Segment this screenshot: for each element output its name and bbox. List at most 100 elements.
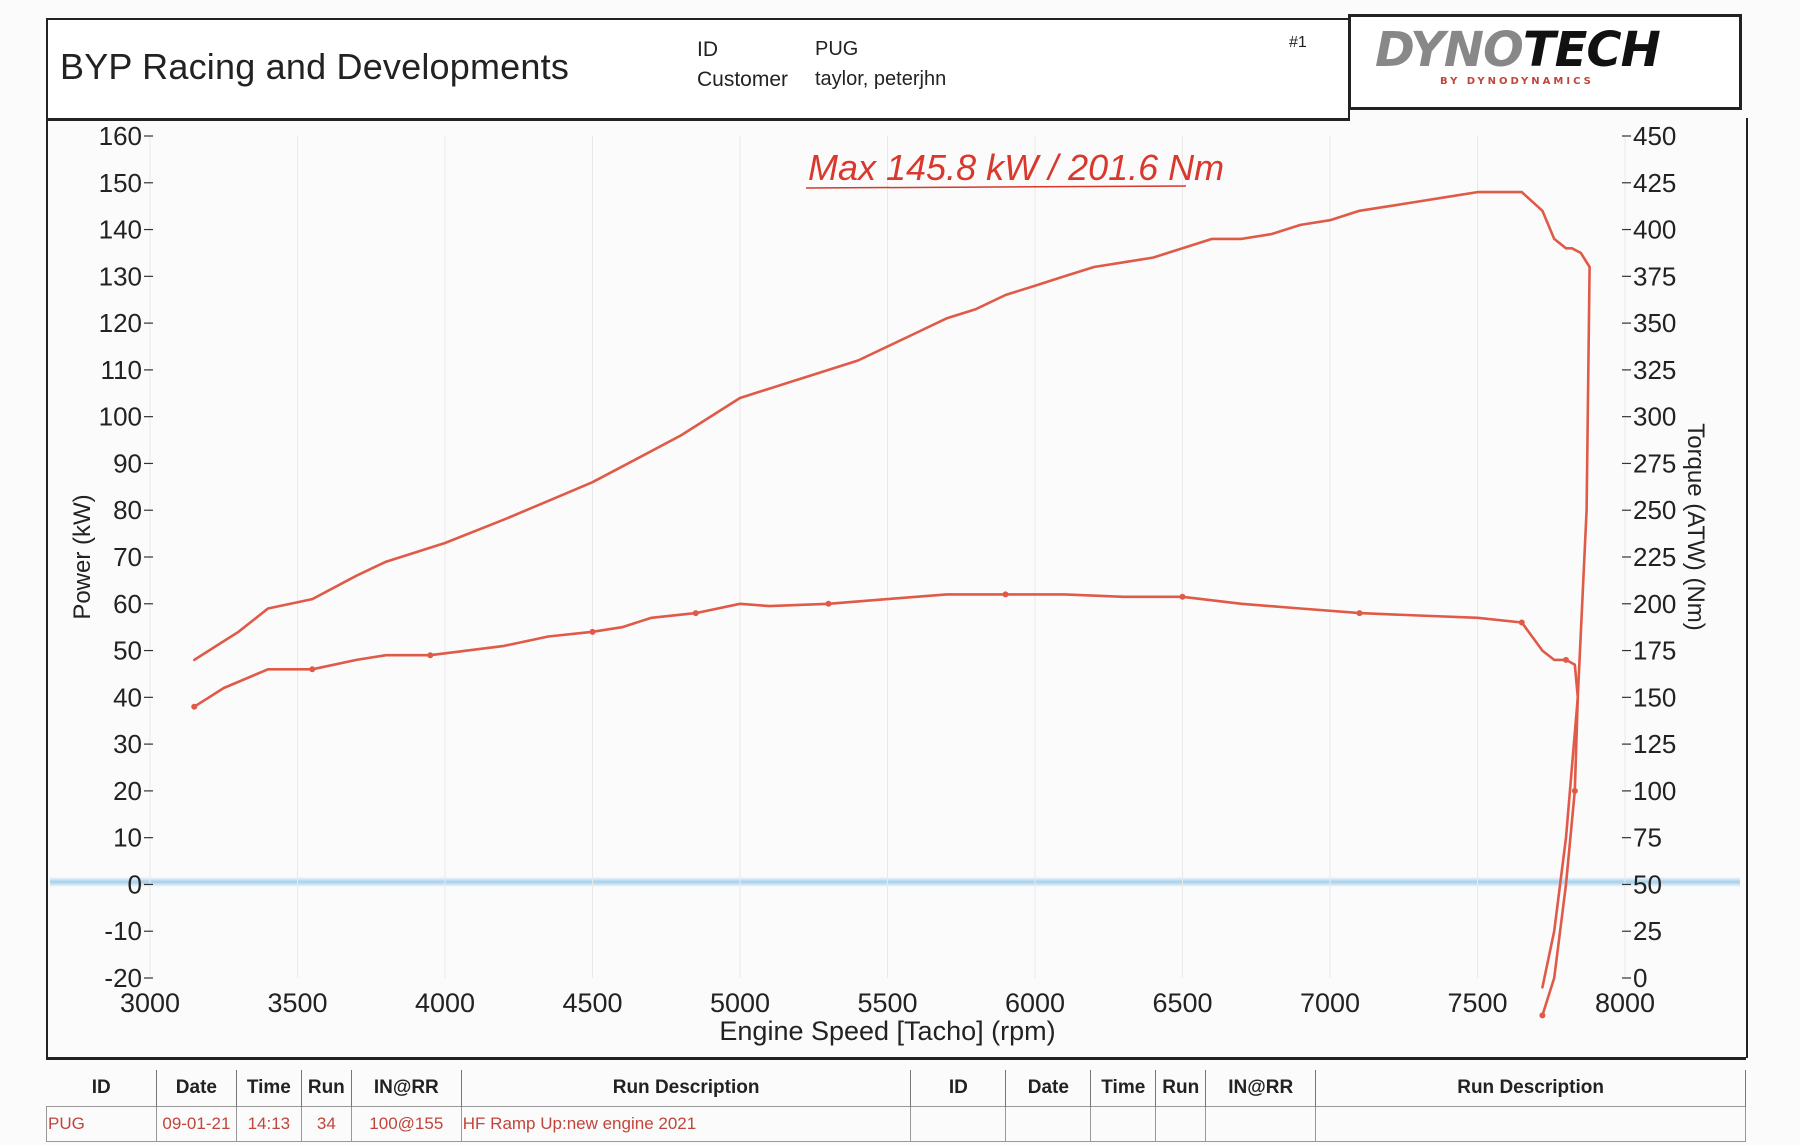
y2-tick-label: 275 <box>1633 448 1676 478</box>
col-date: Date <box>156 1070 237 1107</box>
col-in-rr-2: IN@RR <box>1205 1070 1317 1107</box>
y-tick-label: 60 <box>113 589 142 619</box>
y2-tick-label: 175 <box>1633 636 1676 666</box>
y-tick-label: 50 <box>113 636 142 666</box>
x-tick-label: 5500 <box>857 988 917 1018</box>
y2-tick-label: 0 <box>1633 963 1647 993</box>
cell-time-2 <box>1090 1106 1157 1142</box>
logo-word-b: TECH <box>1522 22 1661 78</box>
footer-divider <box>46 1057 1746 1060</box>
series-line-lower <box>193 593 1580 1017</box>
y-tick-label: 30 <box>113 729 142 759</box>
y-tick-label: 130 <box>99 261 142 291</box>
y2-tick-label: 250 <box>1633 495 1676 525</box>
header-box <box>46 18 1350 121</box>
y-tick-label: 90 <box>113 448 142 478</box>
y2-tick-label: 225 <box>1633 542 1676 572</box>
y2-tick-label: 300 <box>1633 402 1676 432</box>
cell-date: 09-01-21 <box>155 1106 237 1142</box>
col-in-rr: IN@RR <box>351 1070 462 1107</box>
y2-tick-label: 100 <box>1633 776 1676 806</box>
cell-run-description-2 <box>1315 1106 1746 1142</box>
col-run: Run <box>301 1070 352 1107</box>
y2-tick-label: 75 <box>1633 823 1662 853</box>
y2-tick-label: 125 <box>1633 729 1676 759</box>
x-tick-label: 6500 <box>1152 988 1212 1018</box>
max-annotation: Max 145.8 kW / 201.6 Nm <box>808 147 1224 188</box>
logo-subtitle: BY DYNODYNAMICS <box>1440 76 1594 87</box>
x-tick-label: 3500 <box>267 988 327 1018</box>
col-run-description-2: Run Description <box>1315 1070 1746 1107</box>
y-tick-label: 10 <box>113 823 142 853</box>
y-tick-label: 100 <box>99 402 142 432</box>
col-run-description: Run Description <box>461 1070 912 1107</box>
cell-run-description: HF Ramp Up:new engine 2021 <box>460 1106 912 1142</box>
cell-in-rr-2 <box>1205 1106 1317 1142</box>
col-date-2: Date <box>1005 1070 1092 1107</box>
col-id-2: ID <box>910 1070 1007 1107</box>
y2-tick-label: 25 <box>1633 916 1662 946</box>
run-number: #1 <box>1289 34 1307 51</box>
col-run-2: Run <box>1155 1070 1207 1107</box>
y-tick-label: -10 <box>104 916 142 946</box>
data-point <box>589 628 596 635</box>
data-point <box>427 652 434 659</box>
customer-value: taylor, peterjhn <box>815 68 947 90</box>
col-time-2: Time <box>1090 1070 1157 1107</box>
col-time: Time <box>236 1070 302 1107</box>
series-line-upper <box>193 190 1591 989</box>
y-tick-label: 140 <box>99 215 142 245</box>
y2-tick-label: 200 <box>1633 589 1676 619</box>
data-point <box>1356 610 1363 617</box>
y-tick-label: 70 <box>113 542 142 572</box>
cell-date-2 <box>1005 1106 1092 1142</box>
run-table: ID Date Time Run IN@RR Run Description I… <box>46 1070 1746 1142</box>
cell-id-2 <box>910 1106 1007 1142</box>
data-point <box>1002 591 1009 598</box>
cell-in-rr: 100@155 <box>350 1106 462 1142</box>
customer-label: Customer <box>697 68 789 91</box>
x-axis-title: Engine Speed [Tacho] (rpm) <box>719 1016 1055 1046</box>
data-point <box>1518 619 1525 626</box>
max-annotation-underline <box>805 185 1187 189</box>
data-point <box>1539 1012 1546 1019</box>
plot-frame <box>46 118 1748 1058</box>
run-table-header: ID Date Time Run IN@RR Run Description I… <box>46 1070 1746 1107</box>
y-tick-label: -20 <box>104 963 142 993</box>
data-point <box>1571 787 1578 794</box>
data-point <box>191 703 198 710</box>
data-point <box>309 666 316 673</box>
y2-tick-label: 375 <box>1633 261 1676 291</box>
x-tick-label: 4500 <box>562 988 622 1018</box>
y-tick-label: 80 <box>113 495 142 525</box>
y2-tick-label: 150 <box>1633 682 1676 712</box>
y-axis-title: Power (kW) <box>69 494 96 619</box>
cell-run: 34 <box>300 1106 352 1142</box>
y-tick-label: 20 <box>113 776 142 806</box>
x-tick-label: 7500 <box>1447 988 1507 1018</box>
data-point <box>692 610 699 617</box>
y2-tick-label: 325 <box>1633 355 1676 385</box>
x-tick-label: 4000 <box>415 988 475 1018</box>
logo-word-a: DYNO <box>1375 22 1524 78</box>
company-name: BYP Racing and Developments <box>60 46 570 87</box>
x-tick-label: 6000 <box>1005 988 1065 1018</box>
y-tick-label: 0 <box>128 869 142 899</box>
y2-tick-label: 50 <box>1633 869 1662 899</box>
x-tick-label: 5000 <box>710 988 770 1018</box>
y-tick-label: 110 <box>101 355 142 385</box>
y-tick-label: 120 <box>99 308 142 338</box>
x-tick-label: 3000 <box>120 988 180 1018</box>
y-tick-label: 150 <box>99 168 142 198</box>
y2-tick-label: 450 <box>1633 121 1676 151</box>
y-tick-label: 160 <box>99 121 142 151</box>
dynotech-logo <box>1348 14 1742 110</box>
data-point <box>1179 593 1186 600</box>
table-row: PUG 09-01-21 14:13 34 100@155 HF Ramp Up… <box>46 1106 1746 1142</box>
cell-time: 14:13 <box>235 1106 302 1142</box>
id-label: ID <box>697 38 718 61</box>
y-tick-label: 40 <box>113 682 142 712</box>
id-value: PUG <box>815 38 859 60</box>
data-point <box>1563 656 1569 663</box>
